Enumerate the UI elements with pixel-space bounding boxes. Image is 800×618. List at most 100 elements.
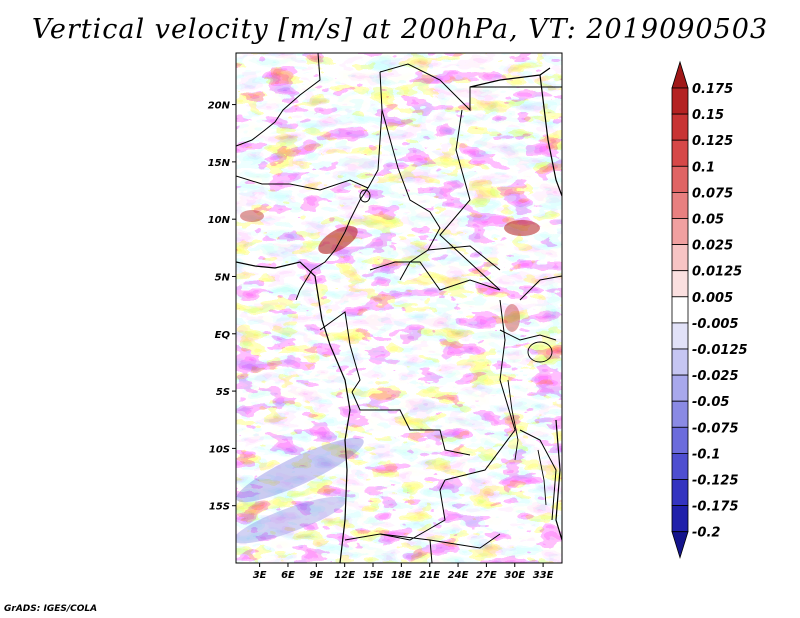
uplift-cell-nigeria (240, 210, 264, 222)
colorbar-swatch (671, 218, 689, 246)
colorbar-swatch (671, 348, 689, 376)
border-drc-angola (351, 391, 471, 456)
border-angola-zambia (379, 479, 446, 541)
border-lake-region (499, 329, 557, 341)
coastline-mediterranean (469, 67, 551, 88)
border-libya-egypt-sudan (379, 63, 562, 112)
border-sudan-ethiopia (439, 109, 501, 291)
colorbar-label: 0.0125 (692, 265, 742, 280)
uplift-cell-chad (318, 226, 358, 254)
border-ethiopia-kenya (519, 275, 562, 301)
lon-tick-label: 27E (476, 570, 497, 581)
border-sudan-south-sudan (427, 245, 501, 271)
colorbar-swatch (671, 374, 689, 402)
subsidence-band-south (236, 437, 364, 503)
coastlines (236, 67, 562, 563)
lon-tick-label: 15E (363, 570, 384, 581)
colorbar-swatch (671, 139, 689, 167)
lake-malawi (537, 449, 547, 506)
lat-tick-label: 10N (208, 215, 231, 226)
colorbar-swatch (671, 270, 689, 298)
vertical-velocity-field (236, 53, 562, 563)
colorbar-swatch (671, 165, 689, 193)
colorbar-label: 0.05 (692, 213, 724, 228)
colorbar-swatch (671, 400, 689, 428)
colorbar-label: -0.125 (692, 474, 739, 489)
colorbar-swatch (671, 322, 689, 350)
latitude-axis: 20N 15N 10N 5N EQ 5S 10S 15S (208, 101, 236, 513)
map-frame (235, 52, 563, 564)
border-niger-south (236, 175, 369, 191)
lat-tick-label: 20N (208, 101, 231, 112)
colorbar-swatch (671, 452, 689, 480)
subsidence-band-southwest (236, 496, 347, 544)
colorbar-swatch (671, 296, 689, 324)
uplift-cell-ethiopia (504, 220, 540, 236)
lat-tick-label: 5N (215, 272, 231, 283)
border-congo-drc (319, 311, 361, 393)
lat-tick-label: 5S (216, 387, 230, 398)
colorbar-swatch (671, 191, 689, 219)
lon-tick-label: 33E (533, 570, 554, 581)
lat-tick-label: EQ (215, 330, 231, 341)
lon-tick-label: 24E (448, 570, 469, 581)
border-libya-chad (367, 71, 383, 189)
colorbar-swatch (671, 426, 689, 454)
coastline-east-africa (555, 419, 562, 541)
lon-tick-label: 12E (334, 570, 355, 581)
colorbar-label: 0.1 (692, 160, 715, 175)
border-chad-sudan (381, 109, 441, 281)
border-namibia-botswana (429, 539, 433, 563)
lake-victoria (527, 341, 553, 363)
colorbar-label: -0.1 (692, 447, 720, 462)
colorbar-swatch (671, 505, 689, 533)
longitude-axis: 3E 6E 9E 12E 15E 18E 21E 24E 27E 30E 33E (253, 563, 554, 581)
colorbar-swatch (671, 479, 689, 507)
strong-uplift-patches (236, 210, 540, 544)
coastline-gulf-of-guinea (236, 261, 351, 563)
colorbar-label: 0.175 (692, 82, 733, 97)
colorbar-label: -0.175 (692, 500, 739, 515)
colorbar-label: 0.15 (692, 108, 724, 123)
colorbar-label: 0.025 (692, 239, 733, 254)
colorbar-label: 0.005 (692, 291, 733, 306)
lon-tick-label: 18E (391, 570, 412, 581)
border-car-south (369, 261, 501, 291)
coastline-red-sea (539, 74, 562, 197)
colorbar-label: -0.025 (692, 369, 739, 384)
colorbar-label: -0.075 (692, 421, 739, 436)
lon-tick-label: 30E (504, 570, 525, 581)
grads-credit: GrADS: IGES/COLA (4, 604, 98, 614)
colorbar-swatch (671, 113, 689, 141)
map-panel (235, 52, 563, 564)
colorbar-label: 0.075 (692, 186, 733, 201)
map-title: Vertical velocity [m/s] at 200hPa, VT: 2… (31, 14, 769, 45)
lake-chad (359, 189, 371, 203)
lat-tick-label: 10S (209, 444, 230, 455)
colorbar-label: -0.0125 (692, 343, 748, 358)
border-drc-east (444, 299, 516, 481)
uplift-cell-uganda (504, 304, 520, 332)
lon-tick-label: 3E (253, 570, 267, 581)
border-nigeria-cameroon (295, 231, 346, 301)
colorbar-label: -0.05 (692, 395, 729, 410)
border-algeria-libya (236, 53, 321, 147)
colorbar-bottom-arrow (671, 531, 689, 560)
border-tanzania-mozambique (519, 429, 557, 521)
colorbar-swatch (671, 244, 689, 272)
lon-tick-label: 9E (309, 570, 323, 581)
lat-tick-label: 15N (208, 158, 231, 169)
lon-tick-label: 6E (281, 570, 295, 581)
colorbar-swatch (671, 87, 689, 115)
colorbar: 0.175 0.15 0.125 0.1 0.075 0.05 0.025 0.0125 0.0… (671, 60, 748, 560)
border-niger-chad (344, 187, 369, 233)
lakes (359, 189, 553, 506)
colorbar-label: 0.125 (692, 134, 733, 149)
colorbar-label: -0.2 (692, 526, 720, 541)
lon-tick-label: 21E (419, 570, 440, 581)
lake-tanganyika (507, 379, 519, 461)
lat-tick-label: 15S (209, 502, 230, 513)
country-borders (236, 53, 562, 563)
colorbar-top-arrow (671, 60, 689, 89)
